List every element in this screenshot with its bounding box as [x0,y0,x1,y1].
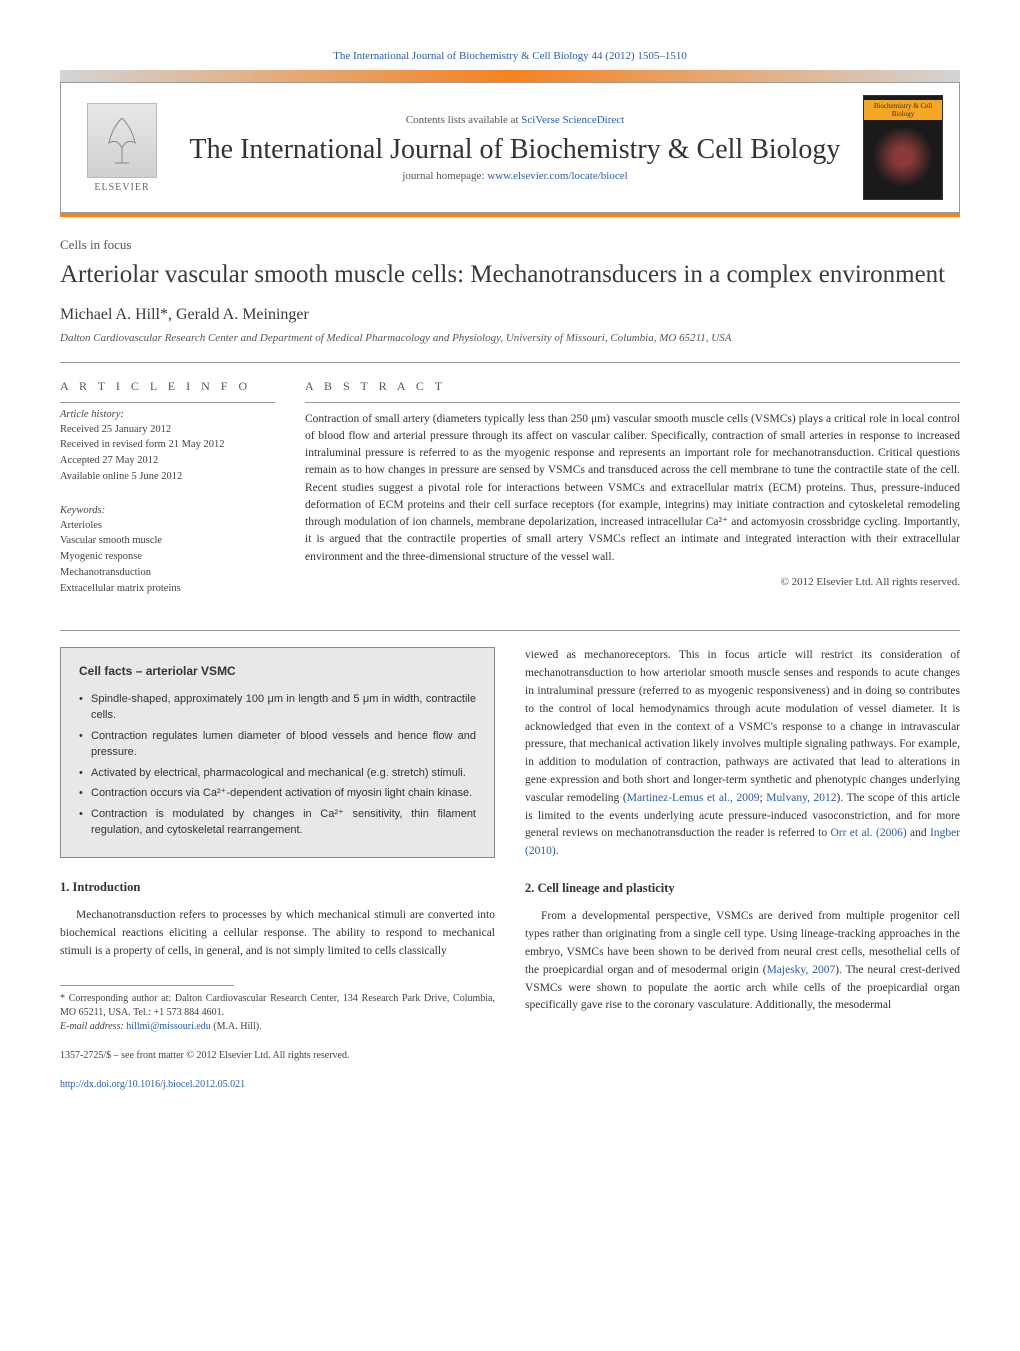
history-line: Accepted 27 May 2012 [60,453,275,469]
email-link[interactable]: hillmi@missouri.edu [126,1021,211,1032]
issn-line: 1357-2725/$ – see front matter © 2012 El… [60,1048,495,1064]
body-paragraph: viewed as mechanoreceptors. This in focu… [525,647,960,861]
cell-facts-box: Cell facts – arteriolar VSMC Spindle-sha… [60,647,495,858]
keyword: Myogenic response [60,549,275,565]
journal-title: The International Journal of Biochemistr… [187,134,843,166]
history-line: Available online 5 June 2012 [60,469,275,485]
corresponding-footnote: * Corresponding author at: Dalton Cardio… [60,992,495,1020]
elsevier-label: ELSEVIER [94,182,149,193]
info-heading: A R T I C L E I N F O [60,379,275,394]
body-columns: Cell facts – arteriolar VSMC Spindle-sha… [60,647,960,1092]
email-footnote: E-mail address: hillmi@missouri.edu (M.A… [60,1020,495,1034]
cell-fact-item: Contraction regulates lumen diameter of … [79,728,476,761]
doi-link[interactable]: http://dx.doi.org/10.1016/j.biocel.2012.… [60,1079,245,1090]
intro-heading: 1. Introduction [60,878,495,897]
sciencedirect-link[interactable]: SciVerse ScienceDirect [521,114,624,126]
elsevier-tree-icon [87,103,157,178]
header-bar-top [60,70,960,82]
cell-fact-item: Contraction occurs via Ca²⁺-dependent ac… [79,785,476,802]
article-info: A R T I C L E I N F O Article history: R… [60,379,275,611]
intro-paragraph: Mechanotransduction refers to processes … [60,907,495,960]
copyright: © 2012 Elsevier Ltd. All rights reserved… [305,576,960,588]
abstract-heading: A B S T R A C T [305,379,960,394]
journal-header-box: ELSEVIER Contents lists available at Sci… [60,82,960,213]
affiliation: Dalton Cardiovascular Research Center an… [60,332,960,344]
history-line: Received 25 January 2012 [60,422,275,438]
history-line: Received in revised form 21 May 2012 [60,437,275,453]
elsevier-logo: ELSEVIER [77,98,167,198]
header-center: Contents lists available at SciVerse Sci… [187,114,843,182]
keyword: Vascular smooth muscle [60,533,275,549]
keyword: Extracellular matrix proteins [60,581,275,597]
reference-link[interactable]: Martinez-Lemus et al., 2009 [627,792,760,804]
keywords-section: Keywords: Arterioles Vascular smooth mus… [60,499,275,597]
cell-fact-item: Activated by electrical, pharmacological… [79,765,476,782]
journal-cover-thumbnail: Biochemistry & Cell Biology [863,95,943,200]
homepage-link[interactable]: www.elsevier.com/locate/biocel [487,170,627,182]
article-title: Arteriolar vascular smooth muscle cells:… [60,259,960,292]
contents-label: Contents lists available at SciVerse Sci… [187,114,843,126]
separator [60,362,960,363]
doi-line: http://dx.doi.org/10.1016/j.biocel.2012.… [60,1077,495,1093]
journal-homepage: journal homepage: www.elsevier.com/locat… [187,170,843,182]
reference-link[interactable]: Majesky, 2007 [767,964,836,976]
authors: Michael A. Hill*, Gerald A. Meininger [60,306,960,324]
cell-fact-item: Contraction is modulated by changes in C… [79,806,476,839]
lineage-heading: 2. Cell lineage and plasticity [525,879,960,898]
cell-facts-title: Cell facts – arteriolar VSMC [79,662,476,681]
keyword: Arterioles [60,518,275,534]
abstract: A B S T R A C T Contraction of small art… [305,379,960,611]
keywords-label: Keywords: [60,505,275,516]
history-section: Article history: Received 25 January 201… [60,402,275,485]
reference-link[interactable]: Orr et al. (2006) [830,827,906,839]
cover-image-icon [874,124,932,189]
abstract-text: Contraction of small artery (diameters t… [305,402,960,566]
cover-label: Biochemistry & Cell Biology [864,100,942,120]
section-tag: Cells in focus [60,237,960,253]
cell-fact-item: Spindle-shaped, approximately 100 μm in … [79,691,476,724]
info-abstract-row: A R T I C L E I N F O Article history: R… [60,379,960,611]
left-column: Cell facts – arteriolar VSMC Spindle-sha… [60,647,495,1092]
separator [60,630,960,631]
cell-facts-list: Spindle-shaped, approximately 100 μm in … [79,691,476,839]
header-citation[interactable]: The International Journal of Biochemistr… [60,50,960,62]
right-column: viewed as mechanoreceptors. This in focu… [525,647,960,1092]
page-root: The International Journal of Biochemistr… [0,0,1020,1143]
history-label: Article history: [60,409,275,420]
keyword: Mechanotransduction [60,565,275,581]
footnote-separator [60,985,234,986]
header-bar-bottom [60,213,960,217]
body-paragraph: From a developmental perspective, VSMCs … [525,908,960,1015]
reference-link[interactable]: Mulvany, 2012 [766,792,836,804]
